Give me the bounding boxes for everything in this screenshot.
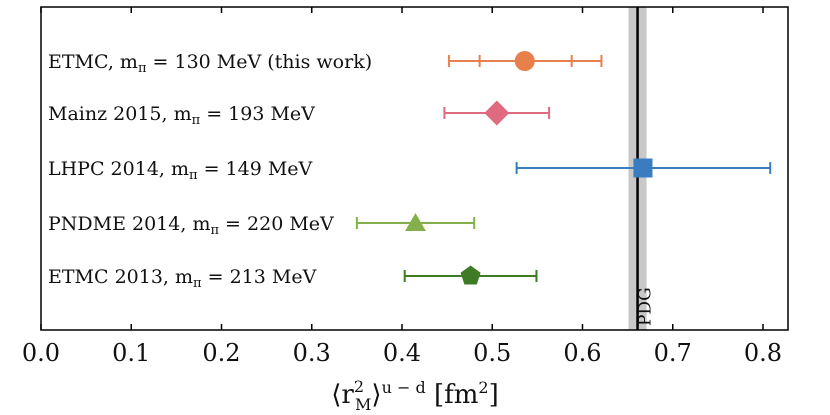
x-tick-label: 0.6 [563, 339, 601, 367]
marker-layer [405, 51, 653, 285]
pdg-label: PDG [636, 287, 656, 326]
x-tick-label: 0.2 [202, 339, 240, 367]
data-point-pentagon [460, 265, 481, 285]
x-axis-title: ⟨r2 M⟩u − d [fm2] [331, 377, 498, 414]
x-tick-label: 0.3 [293, 339, 331, 367]
plot-frame [40, 6, 789, 331]
series-label: LHPC 2014, mπ = 149 MeV [48, 158, 313, 183]
x-axis-ticks: 0.0 0.1 0.2 0.3 0.4 0.5 0.6 0.7 0.8 [22, 7, 782, 367]
x-tick-label: 0.4 [383, 339, 421, 367]
data-point-square [633, 158, 653, 178]
data-point-circle [514, 51, 535, 71]
series-label: ETMC, mπ = 130 MeV (this work) [48, 51, 372, 76]
series-label: PNDME 2014, mπ = 220 MeV [48, 213, 334, 238]
x-tick-label: 0.8 [744, 339, 782, 367]
x-tick-label: 0.7 [654, 339, 692, 367]
data-point-diamond [484, 100, 510, 126]
series-label: ETMC 2013, mπ = 213 MeV [48, 266, 317, 291]
data-point-triangle [405, 213, 426, 231]
errorbar-layer [355, 55, 772, 282]
x-tick-label: 0.5 [473, 339, 511, 367]
x-tick-label: 0.1 [112, 339, 150, 367]
series-label: Mainz 2015, mπ = 193 MeV [48, 103, 315, 128]
x-tick-label: 0.0 [22, 339, 60, 367]
series-label-layer: ETMC, mπ = 130 MeV (this work) Mainz 2015… [48, 51, 372, 291]
